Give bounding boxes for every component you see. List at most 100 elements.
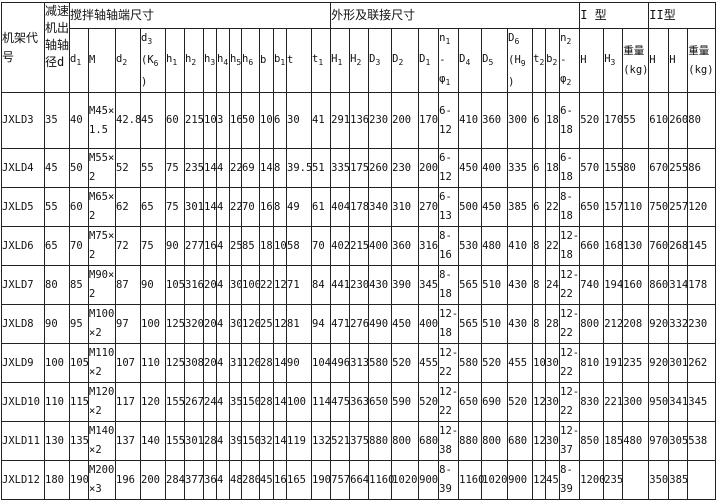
table-cell: 55 [140,148,166,188]
table-cell: 45 [44,148,70,188]
table-cell: 65 [140,187,166,227]
table-cell: 100 [286,382,312,422]
table-cell: 480 [622,421,650,461]
table-cell: 48 [229,460,243,500]
table-cell: 45 [545,460,561,500]
table-row: JXLD5 55 60 M65×2 62 65 75 301 14 4 22 70 16 8 49 61 404… [1,187,716,227]
table-cell: 65 [44,226,70,266]
table-cell: 4 [216,304,230,344]
table-cell: 255 [668,148,689,188]
thread-cell: M110×2 [88,343,116,383]
column-header: n1- φ1 [438,28,460,93]
table-cell: 300 [622,382,650,422]
table-cell: 750 [648,187,670,227]
table-cell: 168 [603,226,624,266]
table-cell: 4 [216,226,230,266]
table-cell: 385 [668,460,689,500]
table-cell: 12 [273,265,287,305]
table-cell: 100 [140,304,166,344]
table-cell: 137 [115,421,141,461]
table-cell: 178 [349,187,370,227]
column-header-text: D [392,52,399,65]
table-cell: 190 [310,460,332,500]
table-cell: 130 [622,226,650,266]
table-cell: 455 [418,343,440,383]
table-cell: 70 [69,226,89,266]
table-cell: 570 [579,148,605,188]
header-type-2: II型 [648,2,716,29]
header-frame-code: 机架代号 [1,2,45,93]
table-cell: 20 [203,304,217,344]
table-cell: 24 [203,382,217,422]
column-header: M [88,28,116,93]
column-header-text: H [331,52,338,65]
table-cell: 100 [44,343,70,383]
table-cell: 221 [603,382,624,422]
table-cell: 105 [165,265,185,305]
column-header-text: b [546,52,553,65]
table-cell: 40 [69,92,89,149]
column-header-text: M [89,54,96,66]
column-header-text: 重量 (kg) [688,44,714,76]
table-cell: 880 [458,421,483,461]
column-header-text: - φ [560,54,567,85]
column-header: D6 (H9) [507,28,534,93]
table-cell: 120 [687,187,716,227]
column-header-subscript: 1 [172,57,178,67]
column-header: H1 [330,28,351,93]
table-cell: 28 [203,421,217,461]
table-cell: 28 [259,343,274,383]
column-header-subscript: 9 [520,59,526,68]
table-cell: 402 [330,226,351,266]
column-header-subscript: 1 [318,57,324,67]
table-cell: 345 [687,382,716,422]
table-cell: 301 [184,187,204,227]
table-cell: 920 [648,304,670,344]
thread-cell: M200×3 [88,460,116,500]
table-row: JXLD6 65 70 M75×2 72 75 90 277 16 4 25 85 18 10 58 70 40… [1,226,716,266]
table-row: JXLD4 45 50 M55×2 52 55 75 235 14 4 22 69 14 8 39.5 51 3… [1,148,716,188]
column-header-text: D [369,52,376,65]
table-cell: 12-18 [438,304,460,344]
table-cell: 480 [481,226,509,266]
table-row: JXLD11 130 135 M140×2 137 140 155 301 28 4 39 150 32… [1,421,716,461]
table-cell: 230 [687,304,716,344]
table-cell: 12-22 [559,343,581,383]
table-cell: 60 [69,187,89,227]
column-header: t2 [532,28,547,93]
table-cell: 500 [458,187,483,227]
table-cell: 190 [69,460,89,500]
table-row: JXLD3 35 40 M45×1.5 42.8 45 60 215 10 3 16 50 10 6 30 4… [1,92,716,149]
table-cell: 316 [184,265,204,305]
column-header: h6 [241,28,260,93]
frame-code-cell: JXLD10 [1,382,45,422]
column-header-subscript: 3 [210,57,216,67]
table-cell: 1160 [368,460,394,500]
table-cell: 25 [259,304,274,344]
table-cell: 680 [418,421,440,461]
table-cell: 4 [216,460,230,500]
table-cell: 360 [481,92,509,149]
table-cell: 800 [481,421,509,461]
table-cell: 130 [44,421,70,461]
thread-cell: M140×2 [88,421,116,461]
column-header-subscript: 4 [465,57,471,67]
table-cell: 12-22 [438,343,460,383]
column-header: h3 [203,28,217,93]
column-header-subscript: 2 [122,57,128,67]
table-cell: 900 [507,460,534,500]
table-cell: 45 [259,460,274,500]
table-cell: 55 [44,187,70,227]
table-cell: 332 [668,304,689,344]
table-cell: 35 [44,92,70,149]
table-cell: 208 [622,304,650,344]
table-cell: 410 [458,92,483,149]
table-cell: 538 [687,421,716,461]
table-cell: 10 [203,92,217,149]
table-cell: 125 [165,304,185,344]
table-cell: 39 [229,421,243,461]
table-cell: 280 [241,460,261,500]
header-shaft-end-dimensions: 搅拌轴轴端尺寸 [68,2,332,29]
table-cell: 14 [273,343,287,383]
